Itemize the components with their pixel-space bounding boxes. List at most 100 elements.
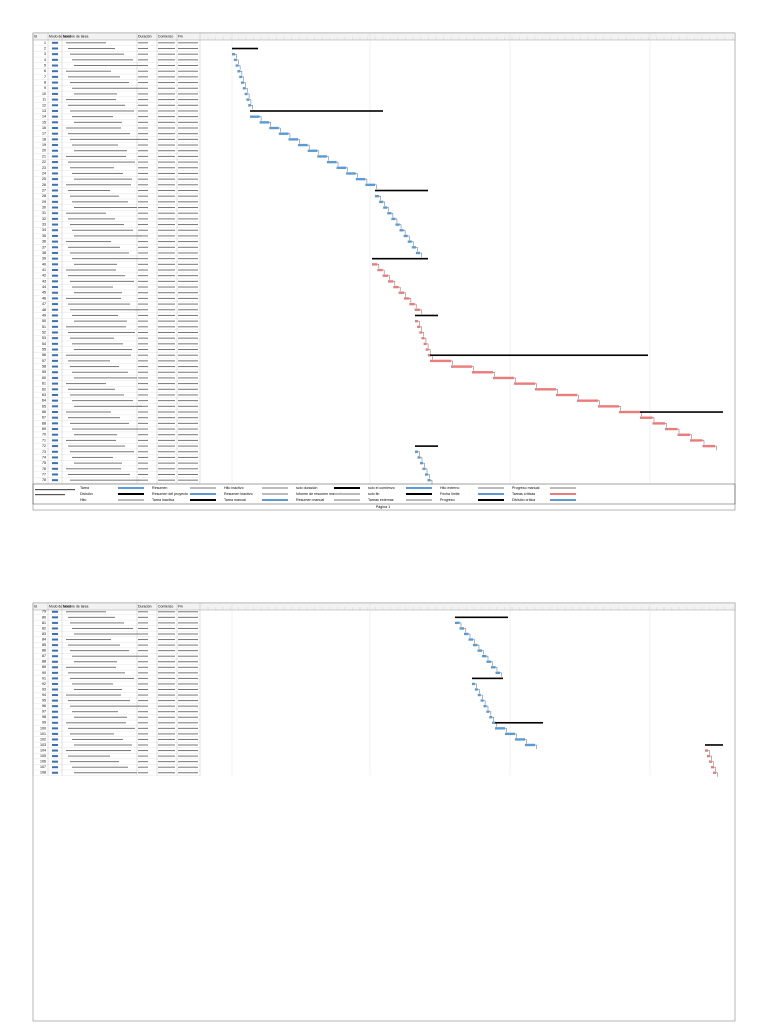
cell-text (158, 417, 175, 419)
mode-icon (52, 716, 58, 719)
cell-text (178, 360, 198, 362)
link-arrow (377, 264, 379, 269)
cell-text (138, 218, 148, 220)
mode-icon (52, 627, 58, 630)
cell-text (178, 639, 198, 641)
link-arrow (428, 474, 430, 479)
task-name-text (66, 411, 111, 413)
row-id: 48 (42, 308, 46, 312)
mode-icon (52, 246, 58, 249)
legend-swatch (550, 487, 576, 489)
cell-text (178, 269, 198, 271)
task-bar (317, 155, 327, 158)
row-id: 1 (44, 41, 46, 45)
mode-icon (52, 308, 58, 311)
cell-text (138, 622, 148, 624)
cell-text (138, 42, 148, 44)
cell-text (138, 738, 148, 740)
legend-swatch (334, 499, 360, 501)
link-arrow (477, 689, 480, 694)
mode-icon (52, 132, 58, 135)
task-name-text (66, 184, 131, 186)
cell-text (158, 727, 175, 729)
link-arrow (403, 230, 406, 235)
mode-icon (52, 280, 58, 283)
cell-text (178, 644, 198, 646)
mode-icon (52, 727, 58, 730)
row-id: 60 (42, 376, 46, 380)
cell-text (178, 766, 198, 768)
link-arrow (382, 269, 385, 275)
task-bar (365, 183, 375, 187)
task-name-text (74, 263, 117, 265)
cell-text (178, 343, 198, 345)
task-name-text (66, 42, 106, 44)
link-arrow (702, 440, 705, 445)
summary-bar (705, 744, 723, 746)
row-id: 42 (42, 274, 46, 278)
task-name-text (68, 700, 130, 702)
task-name-text (72, 201, 128, 203)
legend-swatch (118, 499, 144, 501)
task-bar (395, 223, 400, 226)
cell-text (158, 451, 175, 453)
legend-swatch (478, 493, 504, 495)
cell-text (158, 479, 175, 481)
mode-icon (52, 104, 58, 107)
mode-icon (52, 450, 58, 453)
cell-text (178, 711, 198, 713)
cell-text (158, 716, 175, 718)
cell-text (158, 263, 175, 265)
cell-text (158, 360, 175, 362)
row-id: 2 (44, 46, 46, 50)
cell-text (178, 133, 198, 135)
row-id: 80 (42, 615, 46, 619)
row-id: 6 (44, 69, 46, 73)
task-bar (417, 456, 421, 459)
cell-text (158, 292, 175, 294)
cell-text (178, 689, 198, 690)
cell-text (158, 462, 175, 464)
row-id: 77 (42, 472, 46, 476)
mode-icon (52, 240, 58, 243)
cell-text (158, 738, 175, 740)
link-arrow (422, 332, 424, 337)
row-id: 29 (42, 200, 46, 204)
mode-icon (52, 644, 58, 647)
cell-text (138, 252, 148, 254)
row-id: 55 (42, 348, 46, 352)
legend-swatch (262, 493, 288, 495)
task-bar (515, 738, 525, 741)
legend-label: Resumen inactivo (224, 492, 253, 496)
task-name-text (66, 241, 111, 243)
task-name-text (68, 445, 125, 447)
mode-icon (52, 405, 58, 408)
mode-icon (52, 755, 58, 758)
cell-text (138, 666, 148, 668)
link-arrow (420, 457, 423, 462)
task-bar (427, 354, 431, 357)
cell-text (178, 87, 198, 89)
link-arrow (708, 750, 710, 755)
cell-text (138, 150, 148, 152)
summary-bar (415, 314, 438, 317)
mode-icon (52, 257, 58, 260)
task-name-text (66, 666, 116, 668)
cell-text (178, 661, 198, 663)
link-arrow (404, 292, 406, 297)
row-id: 36 (42, 240, 46, 244)
cell-text (178, 445, 198, 447)
link-arrow (388, 275, 390, 280)
row-id: 62 (42, 387, 46, 391)
mode-icon (52, 473, 58, 476)
mode-icon (52, 393, 58, 396)
cell-text (138, 711, 148, 713)
row-id: 86 (42, 649, 46, 653)
cell-text (158, 326, 175, 328)
mode-icon (52, 710, 58, 713)
cell-text (158, 655, 175, 657)
legend-label: solo el comienzo (368, 486, 395, 490)
cell-text (138, 468, 148, 470)
row-id: 13 (42, 109, 46, 113)
mode-icon (52, 348, 58, 351)
